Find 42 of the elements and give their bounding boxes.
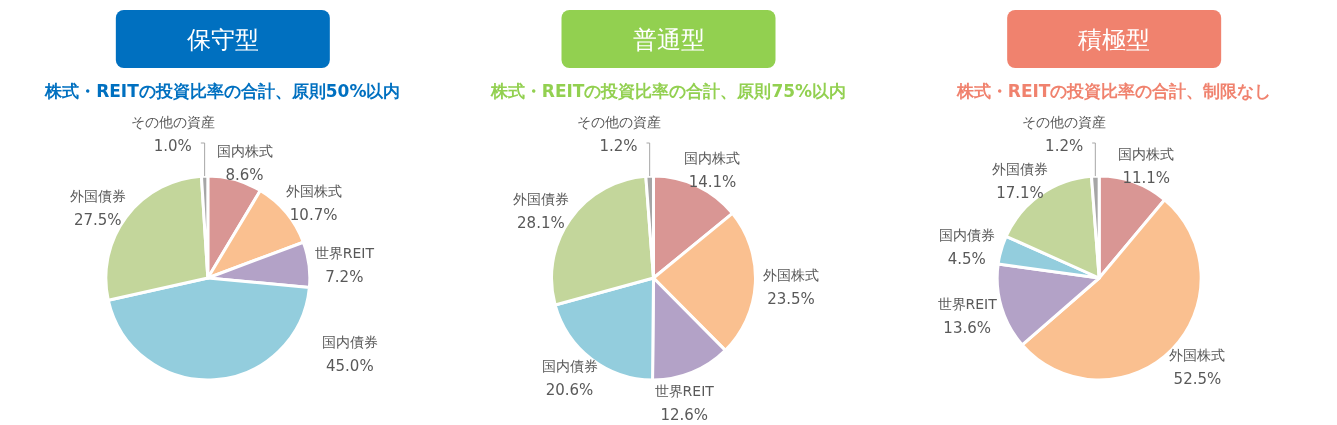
slice-label: 外国債券 bbox=[991, 160, 1048, 177]
slice-label: その他の資産 bbox=[130, 114, 215, 130]
slice-label: 外国債券 bbox=[69, 187, 126, 204]
chart-title: 積極型 bbox=[1078, 26, 1151, 54]
slice-label: 国内債券 bbox=[321, 334, 378, 351]
chart-subtitle: 株式・REITの投資比率の合計、原則75%以内 bbox=[489, 81, 847, 101]
slice-label: 世界REIT bbox=[654, 383, 715, 400]
slice-label: 世界REIT bbox=[937, 295, 998, 312]
data-label: 8.6% bbox=[225, 166, 264, 185]
data-label: 17.1% bbox=[996, 183, 1044, 202]
data-label: 12.6% bbox=[660, 406, 709, 425]
slice-label: 国内債券 bbox=[541, 358, 598, 374]
slice-label: 国内株式 bbox=[1118, 145, 1175, 162]
data-label: 13.6% bbox=[943, 318, 992, 337]
data-label: 1.2% bbox=[599, 137, 638, 155]
data-label: 10.7% bbox=[289, 205, 338, 224]
slice-label: 外国株式 bbox=[1169, 346, 1226, 363]
data-label: 7.2% bbox=[325, 267, 364, 286]
data-label: 1.0% bbox=[153, 137, 192, 155]
chart-subtitle: 株式・REITの投資比率の合計、制限なし bbox=[955, 81, 1272, 101]
slice-label: 国内株式 bbox=[216, 143, 273, 160]
data-label: 52.5% bbox=[1173, 369, 1222, 388]
slice-label: 国内債券 bbox=[938, 227, 995, 244]
data-label: 11.1% bbox=[1122, 168, 1171, 187]
data-label: 1.2% bbox=[1045, 137, 1084, 155]
slice-label: その他の資産 bbox=[1022, 114, 1107, 130]
data-label: 27.5% bbox=[73, 210, 122, 229]
data-label: 28.1% bbox=[517, 213, 565, 232]
slice-label: 外国債券 bbox=[512, 190, 569, 207]
data-label: 14.1% bbox=[688, 173, 737, 192]
data-label: 23.5% bbox=[767, 290, 815, 309]
data-label: 45.0% bbox=[326, 357, 374, 376]
slice-label: 世界REIT bbox=[314, 244, 375, 261]
slice-label: 外国株式 bbox=[763, 267, 820, 284]
data-label: 4.5% bbox=[947, 250, 986, 269]
chart-subtitle: 株式・REITの投資比率の合計、原則50%以内 bbox=[44, 81, 401, 101]
data-label: 20.6% bbox=[545, 381, 594, 399]
chart-title: 保守型 bbox=[186, 26, 259, 54]
slice-label: 国内株式 bbox=[684, 150, 741, 167]
slice-label: 外国株式 bbox=[285, 182, 342, 199]
chart-title: 普通型 bbox=[632, 26, 705, 54]
slice-label: その他の資産 bbox=[576, 114, 661, 130]
